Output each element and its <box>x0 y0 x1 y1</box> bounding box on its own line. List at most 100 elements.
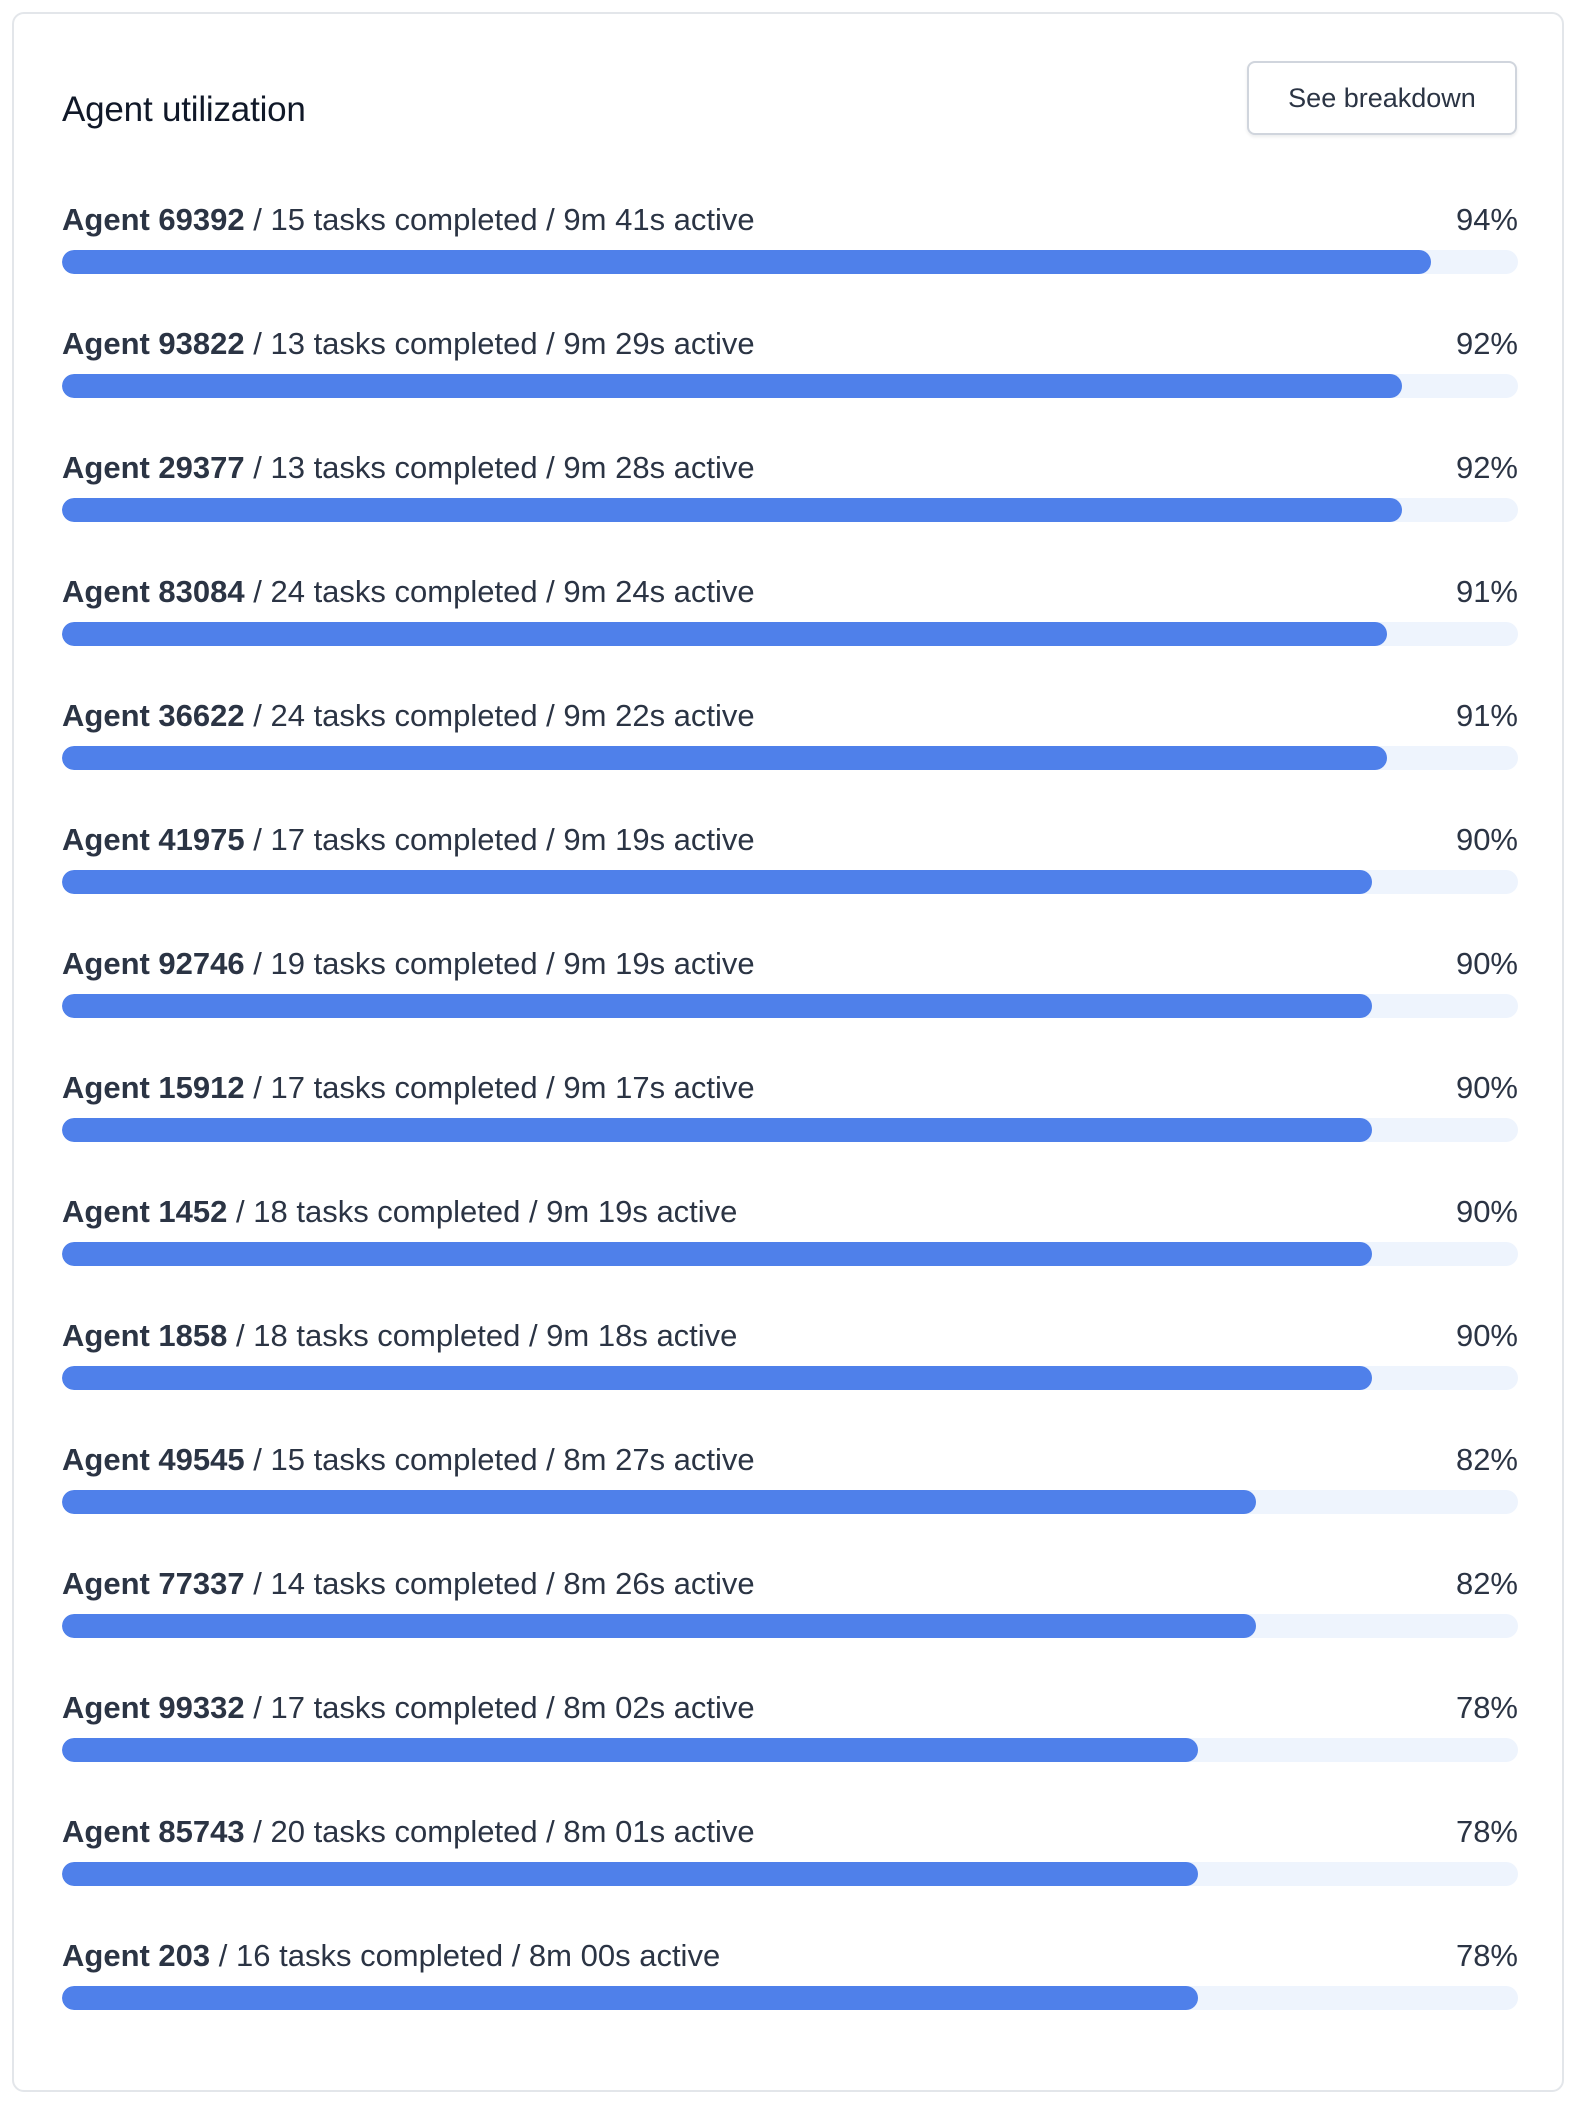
agent-name: Agent 77337 <box>62 1566 245 1601</box>
agent-details: / 17 tasks completed / 8m 02s active <box>244 1690 755 1725</box>
agent-row-label: Agent 29377 / 13 tasks completed / 9m 28… <box>62 448 755 488</box>
agent-details: / 15 tasks completed / 8m 27s active <box>244 1442 755 1477</box>
utilization-bar-fill <box>62 1738 1198 1762</box>
utilization-bar-fill <box>62 746 1387 770</box>
agent-name: Agent 1452 <box>62 1194 228 1229</box>
utilization-percent: 82% <box>1455 1442 1518 1477</box>
agent-details: / 13 tasks completed / 9m 28s active <box>244 450 755 485</box>
agent-row: Agent 77337 / 14 tasks completed / 8m 26… <box>62 1564 1518 1688</box>
agent-row-label: Agent 1858 / 18 tasks completed / 9m 18s… <box>62 1316 737 1356</box>
utilization-bar-track <box>62 746 1518 770</box>
agent-row: Agent 93822 / 13 tasks completed / 9m 29… <box>62 324 1518 448</box>
utilization-bar-fill <box>62 1242 1373 1266</box>
utilization-bar-track <box>62 1614 1518 1638</box>
agent-details: / 24 tasks completed / 9m 22s active <box>244 698 755 733</box>
agent-row: Agent 1858 / 18 tasks completed / 9m 18s… <box>62 1316 1518 1440</box>
card-header: Agent utilization See breakdown <box>14 14 1562 174</box>
agent-details: / 17 tasks completed / 9m 19s active <box>244 822 755 857</box>
agent-row: Agent 49545 / 15 tasks completed / 8m 27… <box>62 1440 1518 1564</box>
agent-details: / 13 tasks completed / 9m 29s active <box>244 326 755 361</box>
utilization-percent: 92% <box>1455 326 1518 361</box>
utilization-percent: 82% <box>1455 1566 1518 1601</box>
utilization-bar-fill <box>62 1986 1198 2010</box>
utilization-bar-fill <box>62 1862 1198 1886</box>
utilization-bar-fill <box>62 1118 1373 1142</box>
agent-utilization-card: Agent utilization See breakdown Agent 69… <box>12 12 1564 2092</box>
agent-name: Agent 99332 <box>62 1690 245 1725</box>
agent-row-label: Agent 41975 / 17 tasks completed / 9m 19… <box>62 820 755 860</box>
agent-list: Agent 69392 / 15 tasks completed / 9m 41… <box>62 200 1518 2060</box>
see-breakdown-button[interactable]: See breakdown <box>1247 61 1517 135</box>
agent-name: Agent 69392 <box>62 202 245 237</box>
utilization-bar-track <box>62 1118 1518 1142</box>
utilization-bar-track <box>62 1242 1518 1266</box>
agent-details: / 14 tasks completed / 8m 26s active <box>244 1566 755 1601</box>
agent-row-label: Agent 92746 / 19 tasks completed / 9m 19… <box>62 944 755 984</box>
agent-row: Agent 203 / 16 tasks completed / 8m 00s … <box>62 1936 1518 2060</box>
utilization-bar-fill <box>62 870 1373 894</box>
agent-row: Agent 99332 / 17 tasks completed / 8m 02… <box>62 1688 1518 1812</box>
agent-details: / 18 tasks completed / 9m 18s active <box>227 1318 738 1353</box>
agent-row-label: Agent 15912 / 17 tasks completed / 9m 17… <box>62 1068 755 1108</box>
utilization-percent: 91% <box>1455 574 1518 609</box>
utilization-bar-fill <box>62 374 1402 398</box>
agent-row: Agent 36622 / 24 tasks completed / 9m 22… <box>62 696 1518 820</box>
agent-name: Agent 41975 <box>62 822 245 857</box>
agent-row-label: Agent 49545 / 15 tasks completed / 8m 27… <box>62 1440 755 1480</box>
agent-row-label: Agent 83084 / 24 tasks completed / 9m 24… <box>62 572 755 612</box>
agent-details: / 18 tasks completed / 9m 19s active <box>227 1194 738 1229</box>
agent-details: / 24 tasks completed / 9m 24s active <box>244 574 755 609</box>
agent-name: Agent 15912 <box>62 1070 245 1105</box>
utilization-bar-track <box>62 1738 1518 1762</box>
agent-name: Agent 29377 <box>62 450 245 485</box>
utilization-bar-fill <box>62 1614 1256 1638</box>
agent-details: / 17 tasks completed / 9m 17s active <box>244 1070 755 1105</box>
utilization-percent: 90% <box>1455 822 1518 857</box>
agent-row-label: Agent 1452 / 18 tasks completed / 9m 19s… <box>62 1192 737 1232</box>
agent-row: Agent 15912 / 17 tasks completed / 9m 17… <box>62 1068 1518 1192</box>
agent-row-label: Agent 203 / 16 tasks completed / 8m 00s … <box>62 1936 720 1976</box>
agent-row: Agent 41975 / 17 tasks completed / 9m 19… <box>62 820 1518 944</box>
utilization-percent: 90% <box>1455 1318 1518 1353</box>
utilization-bar-fill <box>62 1490 1256 1514</box>
agent-name: Agent 1858 <box>62 1318 228 1353</box>
agent-row: Agent 92746 / 19 tasks completed / 9m 19… <box>62 944 1518 1068</box>
agent-details: / 15 tasks completed / 9m 41s active <box>244 202 755 237</box>
agent-row: Agent 85743 / 20 tasks completed / 8m 01… <box>62 1812 1518 1936</box>
utilization-bar-fill <box>62 1366 1373 1390</box>
agent-row-label: Agent 69392 / 15 tasks completed / 9m 41… <box>62 200 755 240</box>
agent-details: / 20 tasks completed / 8m 01s active <box>244 1814 755 1849</box>
utilization-bar-track <box>62 870 1518 894</box>
utilization-bar-fill <box>62 994 1373 1018</box>
agent-name: Agent 93822 <box>62 326 245 361</box>
utilization-percent: 78% <box>1455 1690 1518 1725</box>
utilization-bar-track <box>62 994 1518 1018</box>
agent-row-label: Agent 93822 / 13 tasks completed / 9m 29… <box>62 324 755 364</box>
agent-name: Agent 83084 <box>62 574 245 609</box>
agent-row: Agent 83084 / 24 tasks completed / 9m 24… <box>62 572 1518 696</box>
utilization-percent: 94% <box>1455 202 1518 237</box>
card-title: Agent utilization <box>62 90 306 129</box>
utilization-bar-track <box>62 374 1518 398</box>
agent-row: Agent 1452 / 18 tasks completed / 9m 19s… <box>62 1192 1518 1316</box>
utilization-percent: 92% <box>1455 450 1518 485</box>
utilization-percent: 90% <box>1455 1194 1518 1229</box>
utilization-bar-fill <box>62 622 1387 646</box>
utilization-percent: 91% <box>1455 698 1518 733</box>
agent-name: Agent 203 <box>62 1938 211 1973</box>
utilization-bar-track <box>62 1366 1518 1390</box>
utilization-percent: 78% <box>1455 1938 1518 1973</box>
agent-name: Agent 49545 <box>62 1442 245 1477</box>
utilization-bar-track <box>62 1986 1518 2010</box>
utilization-bar-track <box>62 250 1518 274</box>
utilization-bar-track <box>62 498 1518 522</box>
utilization-percent: 78% <box>1455 1814 1518 1849</box>
utilization-bar-track <box>62 1490 1518 1514</box>
agent-name: Agent 36622 <box>62 698 245 733</box>
agent-details: / 16 tasks completed / 8m 00s active <box>210 1938 721 1973</box>
utilization-bar-fill <box>62 250 1431 274</box>
utilization-bar-fill <box>62 498 1402 522</box>
agent-row-label: Agent 36622 / 24 tasks completed / 9m 22… <box>62 696 755 736</box>
agent-row: Agent 69392 / 15 tasks completed / 9m 41… <box>62 200 1518 324</box>
agent-row: Agent 29377 / 13 tasks completed / 9m 28… <box>62 448 1518 572</box>
